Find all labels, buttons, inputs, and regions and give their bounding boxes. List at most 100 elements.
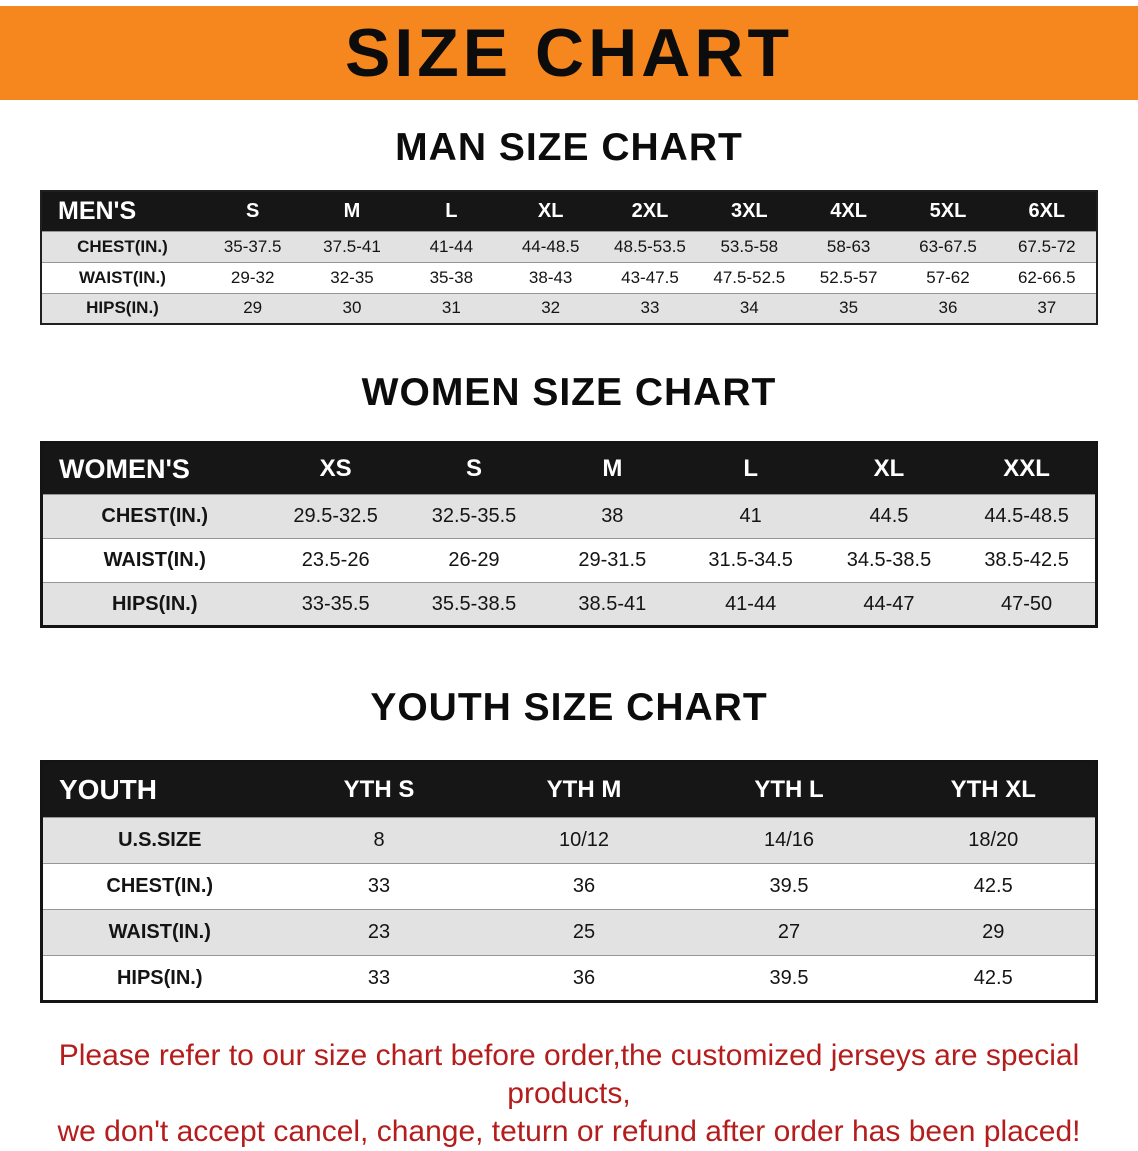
size-value-cell: 67.5-72: [997, 230, 1097, 262]
table-row: HIPS(IN.) 29 30 31 32 33 34 35 36 37: [41, 292, 1097, 324]
size-value-cell: 41: [681, 494, 820, 539]
size-value-cell: 52.5-57: [798, 261, 899, 293]
size-column-header: S: [404, 442, 544, 495]
size-value-cell: 44-47: [819, 582, 959, 627]
size-value-cell: 35-38: [401, 261, 501, 293]
disclaimer-note: Please refer to our size chart before or…: [0, 1037, 1138, 1151]
size-value-cell: 8: [276, 817, 482, 864]
size-column-header: 2XL: [600, 191, 700, 231]
size-value-cell: 35-37.5: [203, 230, 303, 262]
table-row: HIPS(IN.) 33-35.5 35.5-38.5 38.5-41 41-44 44-…: [41, 582, 1097, 627]
size-value-cell: 36: [481, 863, 687, 910]
size-value-cell: 47-50: [958, 582, 1097, 627]
row-label: WAIST(IN.): [41, 261, 203, 293]
size-chart-banner: SIZE CHART: [0, 6, 1138, 100]
size-value-cell: 42.5: [891, 955, 1097, 1002]
size-value-cell: 36: [481, 955, 687, 1002]
size-column-header: M: [543, 442, 682, 495]
size-column-header: XL: [819, 442, 959, 495]
table-row: HIPS(IN.) 33 36 39.5 42.5: [41, 955, 1097, 1002]
table-row: U.S.SIZE 8 10/12 14/16 18/20: [41, 817, 1097, 864]
disclaimer-line-2: we don't accept cancel, change, teturn o…: [57, 1115, 1081, 1149]
size-value-cell: 37: [997, 292, 1097, 324]
size-value-cell: 47.5-52.5: [699, 261, 799, 293]
size-column-header: 4XL: [798, 191, 899, 231]
size-value-cell: 27: [686, 909, 892, 956]
size-value-cell: 41-44: [401, 230, 501, 262]
size-value-cell: 38: [543, 494, 682, 539]
size-value-cell: 29.5-32.5: [266, 494, 405, 539]
size-column-header: YTH M: [481, 761, 687, 818]
table-title-cell: MEN'S: [41, 191, 203, 231]
size-column-header: M: [302, 191, 402, 231]
size-value-cell: 26-29: [404, 538, 544, 583]
size-value-cell: 62-66.5: [997, 261, 1097, 293]
banner-title: SIZE CHART: [345, 15, 793, 91]
size-value-cell: 33: [276, 863, 482, 910]
size-value-cell: 39.5: [686, 863, 892, 910]
table-row: WAIST(IN.) 29-32 32-35 35-38 38-43 43-47.5 47.…: [41, 261, 1097, 293]
size-column-header: YTH XL: [891, 761, 1097, 818]
size-value-cell: 31: [401, 292, 501, 324]
size-value-cell: 34.5-38.5: [819, 538, 959, 583]
table-header-row: WOMEN'S XS S M L XL XXL: [41, 442, 1097, 495]
size-value-cell: 34: [699, 292, 799, 324]
size-value-cell: 41-44: [681, 582, 820, 627]
men-size-table: MEN'S S M L XL 2XL 3XL 4XL 5XL 6XL CHEST(IN.) 35-37…: [40, 190, 1098, 325]
table-header-row: YOUTH YTH S YTH M YTH L YTH XL: [41, 761, 1097, 818]
size-value-cell: 23.5-26: [266, 538, 405, 583]
size-value-cell: 29: [203, 292, 303, 324]
size-value-cell: 63-67.5: [898, 230, 998, 262]
women-size-table: WOMEN'S XS S M L XL XXL CHEST(IN.) 29.5-32.5 32.5…: [40, 441, 1098, 628]
row-label: HIPS(IN.): [41, 955, 277, 1002]
women-size-chart-heading: WOMEN SIZE CHART: [361, 371, 777, 414]
size-column-header: 6XL: [997, 191, 1097, 231]
size-column-header: 5XL: [898, 191, 998, 231]
size-value-cell: 10/12: [481, 817, 687, 864]
youth-size-table: YOUTH YTH S YTH M YTH L YTH XL U.S.SIZE 8 10/12…: [40, 760, 1098, 1003]
size-value-cell: 57-62: [898, 261, 998, 293]
size-value-cell: 33: [600, 292, 700, 324]
youth-size-chart-heading: YOUTH SIZE CHART: [370, 686, 768, 729]
row-label: HIPS(IN.): [41, 292, 203, 324]
size-column-header: XS: [266, 442, 405, 495]
size-value-cell: 38.5-41: [543, 582, 682, 627]
size-value-cell: 25: [481, 909, 687, 956]
table-title-cell: WOMEN'S: [41, 442, 267, 495]
row-label: CHEST(IN.): [41, 230, 203, 262]
size-value-cell: 38.5-42.5: [958, 538, 1097, 583]
size-value-cell: 32-35: [302, 261, 402, 293]
size-value-cell: 44.5: [819, 494, 959, 539]
disclaimer-line-1: Please refer to our size chart before or…: [58, 1039, 1080, 1111]
row-label: WAIST(IN.): [41, 909, 277, 956]
size-value-cell: 29: [891, 909, 1097, 956]
table-row: CHEST(IN.) 35-37.5 37.5-41 41-44 44-48.5 48.5…: [41, 230, 1097, 262]
table-row: CHEST(IN.) 33 36 39.5 42.5: [41, 863, 1097, 910]
size-column-header: XL: [500, 191, 601, 231]
size-column-header: S: [203, 191, 303, 231]
size-value-cell: 44.5-48.5: [958, 494, 1097, 539]
size-value-cell: 58-63: [798, 230, 899, 262]
size-column-header: YTH L: [686, 761, 892, 818]
table-row: WAIST(IN.) 23 25 27 29: [41, 909, 1097, 956]
size-value-cell: 37.5-41: [302, 230, 402, 262]
size-column-header: YTH S: [276, 761, 482, 818]
table-row: WAIST(IN.) 23.5-26 26-29 29-31.5 31.5-34.5 34…: [41, 538, 1097, 583]
size-value-cell: 32: [500, 292, 601, 324]
size-value-cell: 36: [898, 292, 998, 324]
size-value-cell: 48.5-53.5: [600, 230, 700, 262]
size-value-cell: 39.5: [686, 955, 892, 1002]
table-row: CHEST(IN.) 29.5-32.5 32.5-35.5 38 41 44.5 44.5…: [41, 494, 1097, 539]
size-value-cell: 30: [302, 292, 402, 324]
size-column-header: L: [401, 191, 501, 231]
size-value-cell: 23: [276, 909, 482, 956]
size-column-header: XXL: [958, 442, 1097, 495]
size-value-cell: 35: [798, 292, 899, 324]
size-value-cell: 53.5-58: [699, 230, 799, 262]
size-value-cell: 29-31.5: [543, 538, 682, 583]
size-value-cell: 33: [276, 955, 482, 1002]
row-label: HIPS(IN.): [41, 582, 267, 627]
size-column-header: L: [681, 442, 820, 495]
row-label: CHEST(IN.): [41, 494, 267, 539]
size-value-cell: 29-32: [203, 261, 303, 293]
